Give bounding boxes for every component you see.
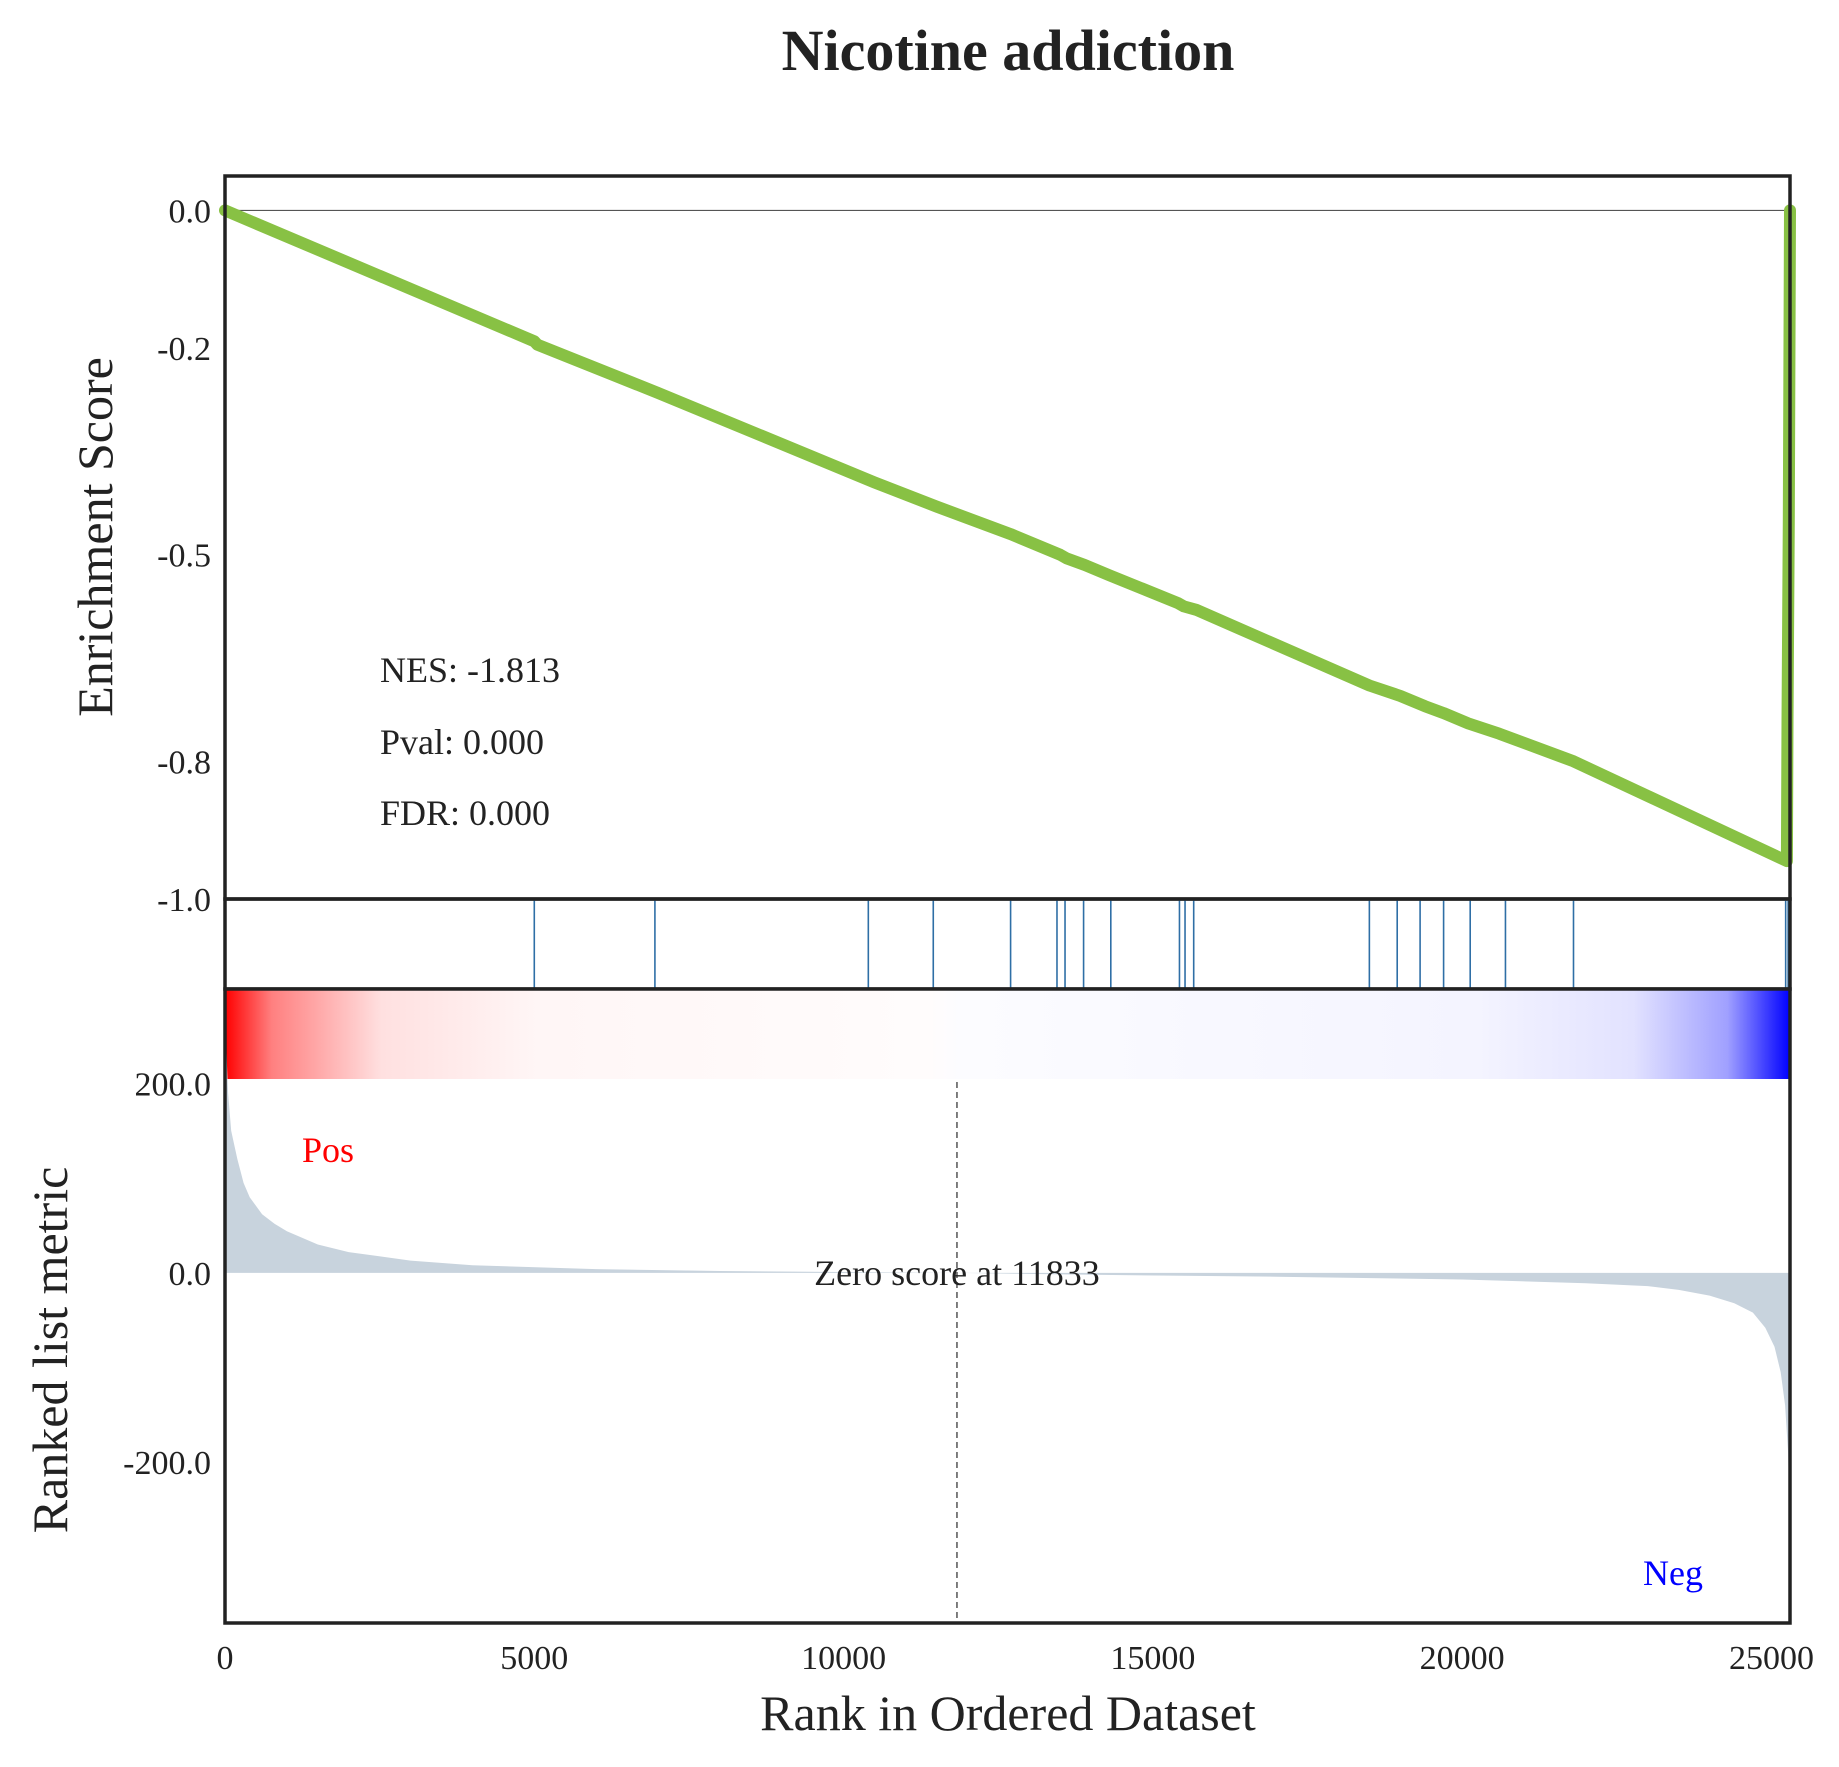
rank-heatmap-bar <box>225 989 1790 1079</box>
es-y-ticks: 0.0 -0.2 -0.5 -0.8 -1.0 <box>157 193 211 919</box>
enrichment-panel: 0.0 -0.2 -0.5 -0.8 -1.0 NES: -1.813 Pval: 0.… <box>67 174 1796 919</box>
x-tick-label: 20000 <box>1420 1640 1505 1677</box>
x-tick-label: 0 <box>217 1640 234 1677</box>
hits-panel-frame <box>223 897 1792 991</box>
x-tick-label: 15000 <box>1110 1640 1195 1677</box>
ranked-panel-frame <box>223 987 1792 1625</box>
x-tick-label: 10000 <box>801 1640 886 1677</box>
x-tick-label: 25000 <box>1729 1640 1814 1677</box>
chart-title: Nicotine addiction <box>782 18 1235 83</box>
rm-y-tick-label: 0.0 <box>169 1256 212 1293</box>
es-y-tick-label: -0.8 <box>157 744 211 781</box>
rm-y-tick-label: 200.0 <box>135 1067 212 1104</box>
es-y-tick-label: 0.0 <box>169 193 212 230</box>
x-tick-label: 5000 <box>500 1640 568 1677</box>
nes-text: NES: -1.813 <box>380 650 560 690</box>
x-axis-label: Rank in Ordered Dataset <box>760 1685 1256 1741</box>
x-ticks: 0 5000 10000 15000 20000 25000 <box>217 1640 1814 1677</box>
es-y-tick-label: -0.5 <box>157 538 211 575</box>
es-y-tick-label: -1.0 <box>157 882 211 919</box>
rm-ylabel: Ranked list metric <box>22 1167 78 1534</box>
rm-y-ticks: 200.0 0.0 -200.0 <box>123 1067 211 1483</box>
enrichment-score-line <box>219 204 1796 868</box>
fdr-text: FDR: 0.000 <box>380 793 550 833</box>
es-y-tick-label: -0.2 <box>157 331 211 368</box>
zero-score-text: Zero score at 11833 <box>814 1253 1100 1293</box>
neg-label: Neg <box>1643 1553 1703 1593</box>
pos-label: Pos <box>302 1130 354 1170</box>
hits-panel <box>223 897 1792 991</box>
hit-lines <box>533 899 1791 989</box>
pval-text: Pval: 0.000 <box>380 722 544 762</box>
es-ylabel: Enrichment Score <box>67 357 123 717</box>
rm-y-tick-label: -200.0 <box>123 1445 211 1482</box>
ranked-panel: Zero score at 11833 Pos Neg 200.0 0.0 -200… <box>22 987 1792 1625</box>
